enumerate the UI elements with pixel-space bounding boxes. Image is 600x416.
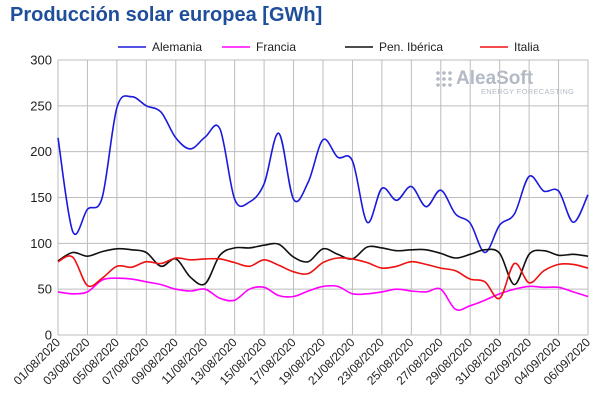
aleasoft-logo: AleaSoft ENERGY FORECASTING <box>436 68 574 96</box>
logo-dots-icon <box>436 71 452 87</box>
legend-label-alemania: Alemania <box>152 40 202 54</box>
series-line-pen-ib-rica <box>57 242 589 286</box>
y-tick-label: 150 <box>30 190 52 205</box>
series-lines <box>57 95 589 311</box>
legend-label-pen-ib-rica: Pen. Ibérica <box>379 40 443 54</box>
legend: Alemania Francia Pen. Ibérica Italia <box>118 40 540 54</box>
y-tick-label: 200 <box>30 144 52 159</box>
y-tick-label: 50 <box>38 282 52 297</box>
y-tick-label: 250 <box>30 98 52 113</box>
y-tick-label: 0 <box>45 328 52 343</box>
series-line-alemania <box>57 95 589 254</box>
chart-title: Producción solar europea [GWh] <box>10 4 323 26</box>
series-line-italia <box>57 255 589 300</box>
legend-label-francia: Francia <box>256 40 296 54</box>
y-tick-label: 300 <box>30 53 52 68</box>
logo-name: AleaSoft <box>456 68 534 89</box>
y-tick-label: 100 <box>30 236 52 251</box>
logo-tagline: ENERGY FORECASTING <box>481 87 574 96</box>
grid <box>57 59 589 336</box>
series-line-francia <box>57 277 589 311</box>
legend-label-italia: Italia <box>514 40 540 54</box>
